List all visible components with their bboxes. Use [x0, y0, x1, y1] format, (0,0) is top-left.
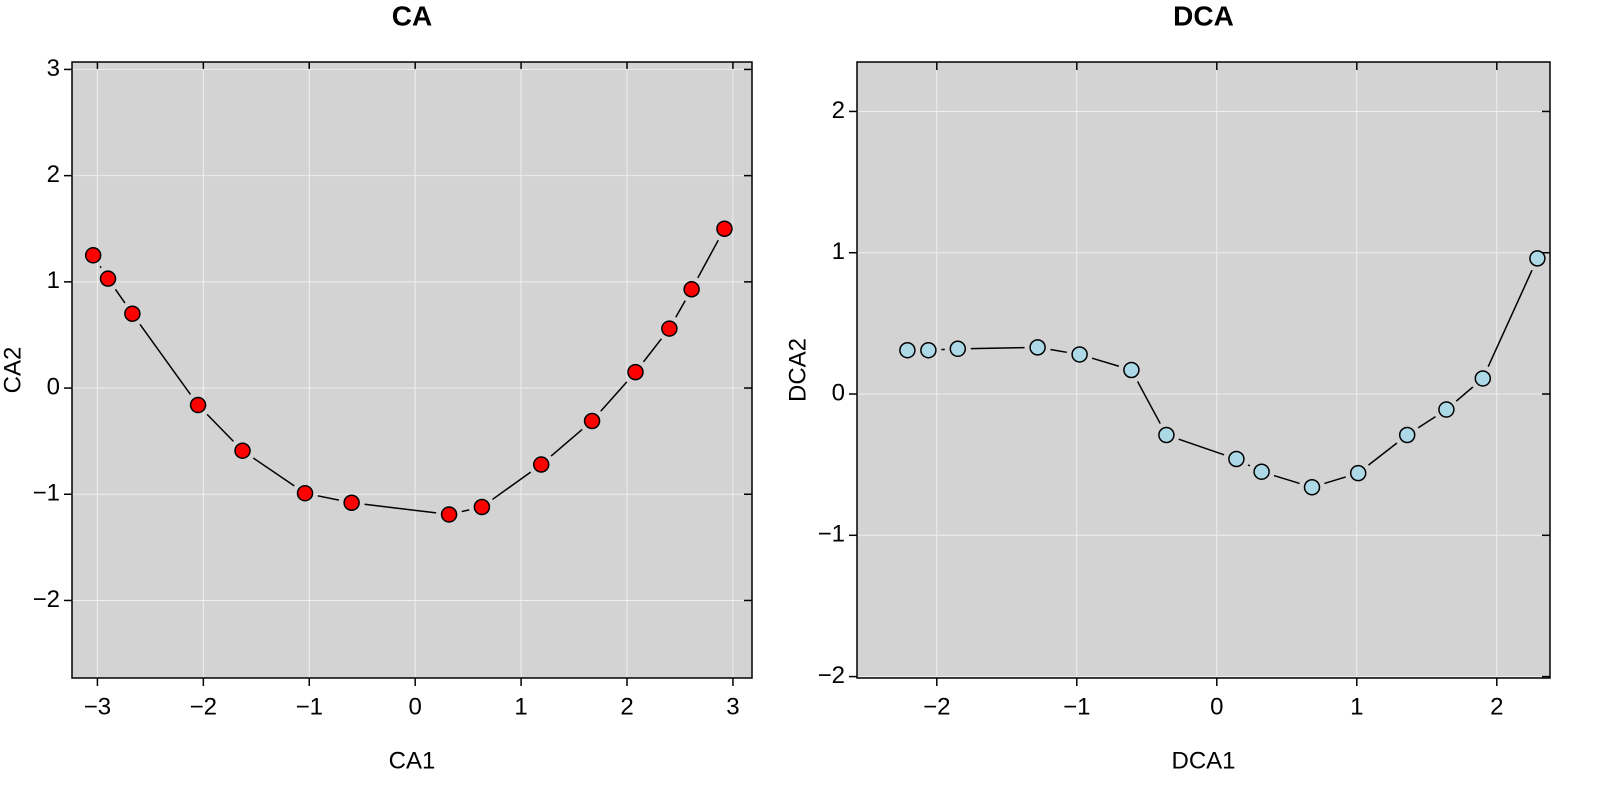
chart-title: DCA — [1173, 0, 1234, 31]
y-tick-label: 2 — [832, 97, 845, 124]
point — [1474, 370, 1492, 387]
connector — [1487, 269, 1533, 367]
connector — [1324, 476, 1346, 485]
point — [296, 484, 314, 502]
plot-frame — [856, 61, 1551, 679]
y-tick-label: 0 — [832, 379, 845, 406]
plot-frame — [71, 61, 753, 679]
point — [99, 270, 117, 287]
connector — [642, 338, 662, 363]
y-tick-label: −1 — [33, 480, 60, 507]
x-axis-label: CA1 — [389, 747, 436, 774]
connector — [1178, 438, 1225, 456]
x-tick-label: −1 — [296, 693, 323, 720]
point — [1529, 250, 1546, 267]
connector — [1091, 357, 1120, 367]
y-tick-label: −1 — [818, 521, 845, 548]
plot-background — [857, 62, 1550, 678]
y-tick-label: 1 — [832, 238, 845, 265]
y-axis-label: CA2 — [0, 347, 26, 394]
y-tick-label: 2 — [47, 161, 60, 188]
x-tick-label: −2 — [190, 693, 217, 720]
x-tick-label: 2 — [1490, 693, 1503, 720]
point — [234, 442, 251, 459]
connector — [364, 503, 437, 514]
connector — [252, 457, 295, 487]
point — [1158, 426, 1175, 444]
connector — [1367, 442, 1398, 466]
connector — [492, 471, 532, 501]
point — [920, 341, 937, 359]
y-tick-label: 0 — [47, 373, 60, 400]
connector — [1455, 386, 1474, 402]
connector — [1136, 381, 1161, 424]
connector — [600, 381, 628, 412]
y-tick-label: 3 — [47, 55, 60, 82]
y-tick-label: 1 — [47, 267, 60, 294]
connector — [1247, 464, 1251, 467]
point — [473, 498, 491, 516]
point — [583, 412, 601, 430]
point — [899, 341, 916, 359]
connector — [970, 346, 1025, 350]
y-axis-label: DCA2 — [784, 338, 811, 402]
point — [1029, 339, 1046, 356]
y-tick-label: −2 — [818, 662, 845, 689]
point — [1349, 464, 1367, 482]
x-tick-label: 1 — [514, 693, 527, 720]
connector — [206, 413, 234, 442]
connector — [1273, 474, 1300, 485]
x-tick-label: −3 — [84, 693, 111, 720]
x-tick-label: 1 — [1350, 693, 1363, 720]
point — [343, 494, 360, 512]
point — [440, 506, 458, 523]
point — [1303, 479, 1321, 496]
point — [716, 220, 733, 237]
point — [124, 305, 141, 322]
point — [949, 340, 967, 358]
point — [1398, 426, 1416, 444]
x-tick-label: 0 — [1210, 693, 1223, 720]
x-tick-label: 0 — [408, 693, 421, 720]
point — [627, 363, 644, 381]
point — [1123, 361, 1140, 379]
chart-title: CA — [392, 0, 432, 31]
point — [1438, 401, 1455, 418]
point — [1253, 463, 1270, 480]
point — [1071, 346, 1088, 363]
connector — [139, 323, 192, 395]
connector — [317, 495, 340, 501]
connector — [99, 265, 102, 269]
y-tick-label: −2 — [33, 586, 60, 613]
x-tick-label: 3 — [726, 693, 739, 720]
connector — [550, 428, 583, 457]
x-tick-label: −1 — [1063, 693, 1090, 720]
connector — [114, 288, 126, 304]
connector — [1050, 348, 1067, 354]
point — [84, 247, 102, 264]
connector — [697, 239, 719, 279]
point — [1228, 450, 1245, 468]
connector — [461, 509, 470, 513]
point — [189, 396, 207, 414]
point — [532, 456, 550, 473]
connector — [1417, 416, 1436, 429]
plot-background — [72, 62, 752, 678]
connector — [675, 300, 686, 318]
x-tick-label: −2 — [923, 693, 950, 720]
point — [661, 320, 678, 337]
x-axis-label: DCA1 — [1171, 747, 1235, 774]
point — [683, 281, 700, 298]
x-tick-label: 2 — [620, 693, 633, 720]
